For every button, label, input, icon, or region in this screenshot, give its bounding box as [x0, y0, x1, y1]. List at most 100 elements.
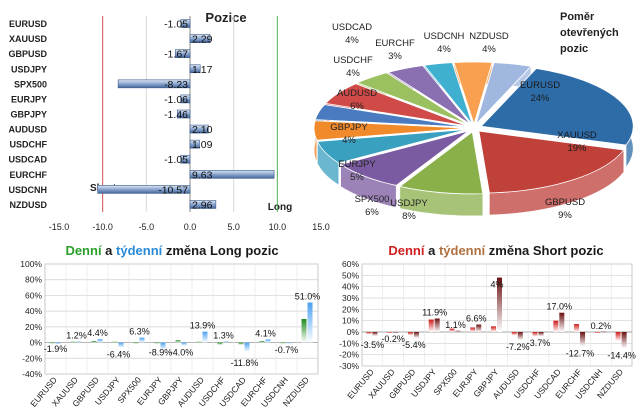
pie-slice-percent: 9% — [558, 210, 572, 221]
pie-slice — [314, 104, 467, 128]
x-tick-label: 0.0 — [184, 222, 197, 232]
category-label: SPX500 — [14, 79, 47, 89]
data-label: 0.2% — [591, 321, 612, 331]
data-label: -5.4% — [402, 340, 426, 350]
pie-slice-label: GBPJPY — [330, 122, 368, 133]
position-bar — [176, 109, 191, 119]
change-bar — [244, 342, 250, 352]
positions-chart-title: Pozice — [205, 10, 246, 25]
position-bar — [189, 139, 200, 149]
category-label: USDJPY — [11, 64, 47, 74]
pie-slice — [387, 65, 471, 125]
pie-slice — [313, 120, 467, 141]
change-bar — [196, 341, 202, 343]
long-title-part-3: týdenní — [116, 243, 163, 258]
y-tick-label: 40% — [342, 282, 359, 292]
category-label: USDCHF — [10, 140, 48, 150]
data-label: -0.2% — [381, 334, 405, 344]
pie-slice-label: SPX500 — [355, 194, 390, 205]
pie-title-line-3: pozic — [560, 43, 588, 55]
change-bar — [574, 324, 580, 332]
y-tick-label: -30% — [339, 361, 359, 371]
value-label: 2.96 — [192, 199, 213, 211]
y-tick-label: 100% — [20, 259, 42, 269]
pie-slice-label: GBPUSD — [545, 197, 585, 208]
change-bar — [301, 319, 307, 343]
change-bar — [413, 332, 419, 339]
change-bar — [470, 327, 476, 332]
y-tick-label: 60% — [25, 290, 42, 300]
change-bar — [455, 330, 461, 332]
pie-slice-percent: 4% — [482, 44, 496, 55]
short-title-part-4: změna Short pozic — [485, 243, 603, 258]
position-bar — [189, 34, 211, 43]
change-bar — [181, 342, 187, 346]
change-bar — [580, 332, 586, 347]
change-bar — [621, 332, 627, 349]
pie-slice-label: USDCAD — [332, 22, 372, 33]
x-tick-label: -5.0 — [139, 222, 155, 232]
change-bar — [600, 331, 606, 333]
pie-slice — [324, 83, 468, 127]
pie-slice-percent: 3% — [388, 51, 402, 62]
pie-slice-label: EURJPY — [338, 159, 376, 170]
pie-slice-label: AUDUSD — [337, 88, 377, 99]
data-label: 1.2% — [66, 331, 87, 341]
pie-slice-percent: 4% — [342, 135, 356, 146]
pie-slice-label: USDJPY — [390, 198, 428, 209]
long-title-part-2: a — [102, 243, 116, 258]
positions-chart: Pozice Short Long EURUSD-1.05XAUUSD2.29G… — [8, 10, 329, 232]
pie-slice-label: EURUSD — [520, 80, 560, 91]
y-tick-label: 30% — [342, 293, 359, 303]
data-label: 51.0% — [295, 292, 321, 302]
change-bar — [517, 332, 523, 341]
value-label: -1.05 — [164, 154, 188, 166]
value-label: -1.05 — [164, 19, 188, 31]
short-change-title: Denní a týdenní změna Short pozic — [388, 243, 603, 258]
data-label: 6.6% — [466, 314, 487, 324]
position-bar — [180, 154, 191, 164]
x-tick-label: -10.0 — [92, 222, 113, 232]
change-bar — [307, 302, 313, 343]
pie-slice — [480, 68, 634, 146]
data-label: -3.7% — [527, 338, 551, 348]
y-tick-label: 20% — [342, 304, 359, 314]
long-change-chart: -40%-20%0%20%40%60%80%100%EURUSDXAUUSDGB… — [20, 259, 320, 409]
change-bar — [407, 332, 413, 336]
change-bar — [559, 312, 565, 332]
pie-slice — [316, 129, 467, 164]
share-pie-chart: Poměr otevřených pozic EURUSD 24% XAUUSD 19… — [313, 11, 634, 222]
category-label: XAUUSD — [9, 34, 48, 44]
data-label: -12.7% — [566, 348, 595, 358]
change-bar — [393, 332, 399, 333]
change-bar — [366, 332, 372, 335]
pie-slice-label: NZDUSD — [469, 31, 509, 42]
change-bar — [118, 342, 124, 348]
pie-slice-percent: 24% — [530, 93, 550, 104]
position-bar — [180, 94, 191, 104]
change-bar — [286, 342, 292, 344]
long-title-part-1: Denní — [65, 243, 102, 258]
pie-slice-label: XAUUSD — [557, 130, 597, 141]
data-label: -14.4% — [607, 350, 636, 360]
data-label: -11.8% — [231, 358, 259, 368]
position-bar — [175, 49, 191, 58]
change-bar — [615, 332, 621, 342]
pie-slice-label: USDCHF — [333, 55, 373, 66]
pie-slice-label: EURCHF — [375, 38, 415, 49]
position-bar — [189, 64, 201, 74]
data-label: 4% — [490, 280, 503, 290]
value-label: -1.46 — [164, 109, 188, 121]
change-bar — [49, 342, 55, 344]
value-label: 1.09 — [192, 139, 213, 151]
position-bar — [189, 124, 209, 134]
change-bar — [154, 342, 160, 344]
value-label: 2.10 — [192, 124, 213, 136]
change-bar — [280, 342, 286, 344]
data-label: 6.3% — [129, 327, 150, 337]
change-bar — [217, 342, 223, 345]
position-bar — [180, 19, 191, 28]
pie-slice — [339, 130, 469, 186]
y-tick-label: 0% — [30, 338, 43, 348]
